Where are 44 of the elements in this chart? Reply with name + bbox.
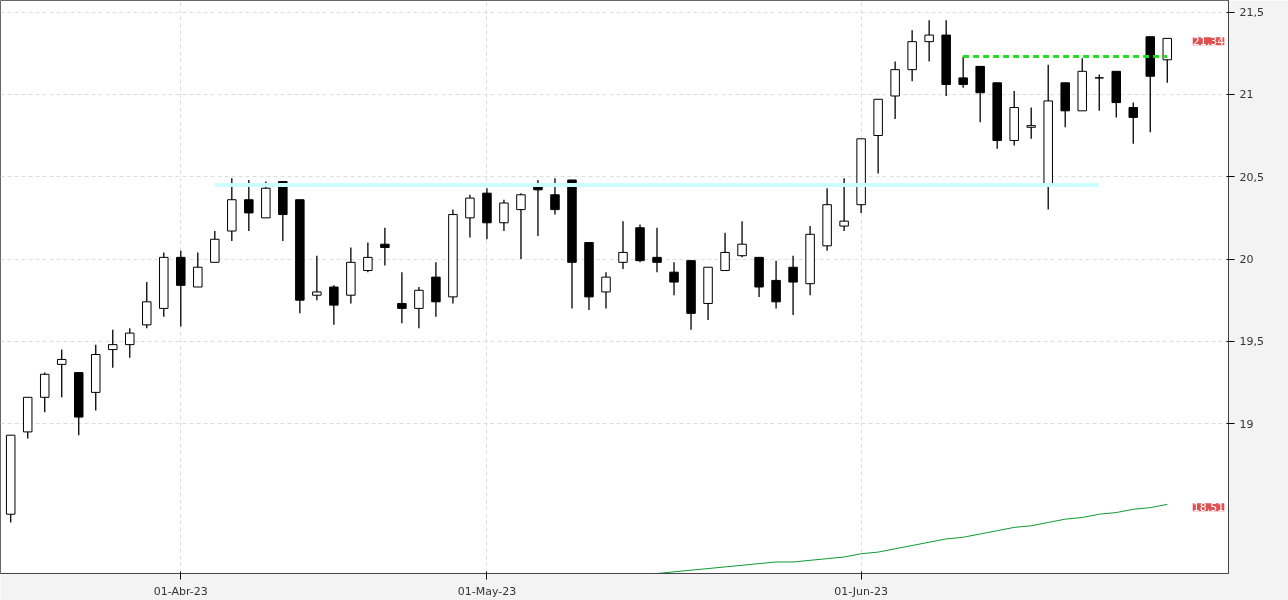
x-tick-label: 01-May-23	[457, 584, 517, 598]
candlestick	[312, 255, 322, 301]
candlestick	[193, 251, 203, 288]
candlestick	[380, 227, 390, 267]
y-tick-label: 20,5	[1239, 170, 1264, 184]
candlestick	[142, 281, 152, 329]
candlestick	[788, 255, 798, 316]
y-tick-label: 21	[1239, 88, 1254, 102]
candlestick	[125, 327, 135, 359]
candlestick	[652, 227, 662, 273]
candlestick	[924, 19, 934, 63]
y-tick-label: 21,5	[1239, 6, 1264, 20]
candlestick	[108, 329, 118, 369]
candlestick	[1094, 73, 1104, 112]
candlestick	[244, 179, 254, 232]
x-tick-label: 01-Abr-23	[153, 584, 208, 598]
candlestick	[771, 260, 781, 310]
candlestick	[601, 271, 611, 310]
candlestick	[1026, 106, 1036, 140]
candlestick	[397, 271, 407, 324]
candlestick	[958, 55, 968, 89]
candlestick	[465, 194, 475, 239]
candlestick	[720, 232, 730, 272]
candlestick	[618, 220, 628, 270]
candlestick	[839, 177, 849, 232]
candlestick	[1162, 37, 1173, 84]
x-tick-label: 01-Jun-23	[834, 584, 888, 598]
y-tick-label: 19	[1239, 417, 1254, 431]
candlestick	[669, 261, 679, 296]
candlestick	[550, 177, 560, 216]
y-tick-label: 19,5	[1239, 335, 1264, 349]
candlestick	[737, 220, 747, 259]
candlestick	[363, 241, 373, 273]
candlestick	[39, 371, 50, 413]
candlestick	[56, 348, 67, 398]
candlestick	[329, 284, 339, 326]
candlestick	[499, 199, 509, 232]
candlestick	[1128, 101, 1139, 145]
candlestick	[210, 230, 220, 263]
candlestick	[414, 286, 424, 329]
text: 18,51	[1192, 501, 1225, 515]
y-tick-label: 20	[1239, 253, 1254, 267]
text: 21,34	[1192, 35, 1225, 49]
candlestick	[516, 192, 526, 260]
